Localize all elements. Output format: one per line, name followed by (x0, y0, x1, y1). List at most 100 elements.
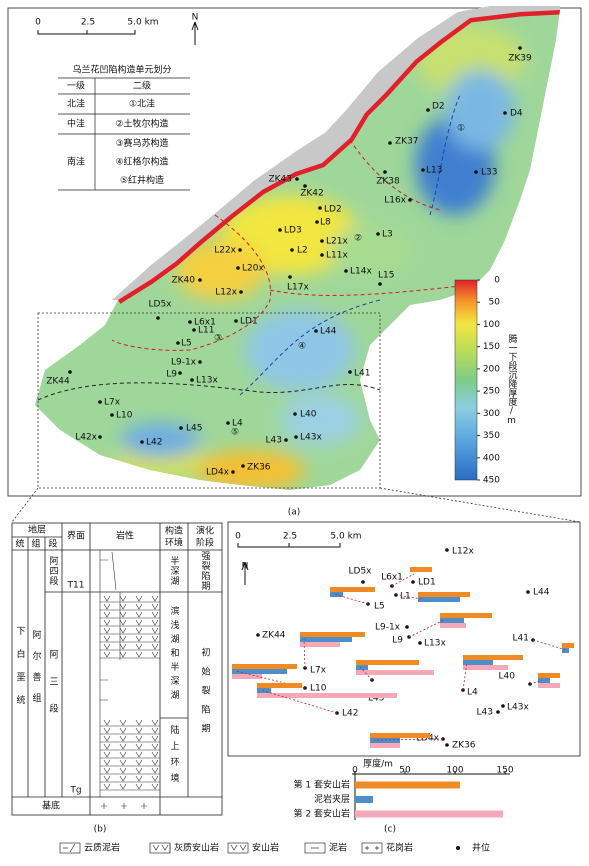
thickness-bar (440, 613, 492, 618)
well-label: L2 (297, 246, 308, 256)
scale-label: 0 (235, 532, 241, 542)
well (376, 232, 380, 236)
well-label: ZK44 (46, 377, 70, 387)
header: 岩性 (116, 530, 134, 542)
well-label: L9 (392, 636, 403, 646)
pattern (103, 743, 111, 750)
well-label: L40 (499, 672, 516, 682)
pattern (135, 651, 143, 658)
pattern (103, 759, 111, 766)
well-label: L8 (320, 218, 331, 228)
pattern (101, 803, 107, 809)
well-label: L17x (287, 283, 309, 293)
header: 地层 (28, 524, 46, 536)
arrow (359, 666, 373, 681)
table-cell: 南洼 (67, 156, 85, 168)
thickness-bar (257, 683, 302, 688)
well (496, 710, 500, 714)
legend-swatch (456, 846, 460, 850)
well (198, 278, 202, 282)
inset-link (11, 487, 581, 523)
pattern (103, 783, 111, 790)
well (503, 111, 507, 115)
well-label: L7x (310, 666, 327, 676)
pattern (119, 727, 127, 734)
well (474, 170, 478, 174)
well (192, 328, 196, 332)
well (241, 464, 245, 468)
legend-label: 灰质安山岩 (174, 842, 219, 854)
well (98, 400, 102, 404)
thickness-bar (370, 733, 430, 738)
pattern (103, 603, 111, 610)
thickness-bar (330, 587, 375, 592)
thickness-bar (300, 632, 365, 637)
well (344, 269, 348, 273)
header: 演化 (196, 525, 214, 537)
pattern (103, 643, 111, 650)
zone-label: ⑤ (231, 428, 239, 438)
pattern (119, 783, 127, 790)
well-label: ZK44 (262, 631, 286, 641)
well (290, 248, 294, 252)
well-label: L10 (310, 684, 327, 694)
legend-swatch (304, 842, 326, 854)
thickness-bar (410, 567, 432, 572)
pattern (119, 775, 127, 782)
pattern (100, 679, 108, 701)
well-label: L12x (452, 547, 474, 557)
legend-swatch (149, 842, 171, 854)
well-label: ZK40 (171, 276, 195, 286)
table-cell: ②土牧尔构造 (115, 118, 168, 130)
well-label: L45 (186, 424, 202, 434)
well (421, 168, 425, 172)
thickness-bar (370, 743, 400, 748)
arrow (408, 619, 445, 638)
well-label: LD5x (349, 567, 373, 577)
pattern (151, 643, 159, 650)
well (445, 743, 449, 747)
stage: 强裂陷期 (200, 551, 211, 591)
surface: Tg (69, 786, 81, 796)
well-label: L4 (232, 419, 243, 429)
well-label: LD3 (284, 226, 302, 236)
thickness-bar (562, 648, 569, 653)
x-tick-label: 0 (352, 766, 358, 776)
table-cell: ③赛乌苏构造 (115, 137, 168, 149)
table-header: 一级 (67, 80, 85, 92)
bar (355, 796, 373, 803)
header: 界面 (67, 531, 85, 542)
thickness-bar (538, 683, 560, 688)
pattern (119, 751, 127, 758)
pattern (151, 767, 159, 774)
well (501, 704, 505, 708)
pattern (151, 783, 159, 790)
legend-label: 云质泥岩 (84, 842, 120, 854)
scale-label: 2.5 (283, 532, 297, 542)
pattern (119, 611, 127, 618)
colorbar-tick-label: 350 (483, 431, 500, 441)
pattern (151, 719, 159, 726)
arrow (260, 689, 338, 714)
pattern (135, 727, 143, 734)
member: 阿三段 (48, 649, 59, 730)
legend-glyph (152, 843, 171, 853)
well-label: ZK39 (508, 54, 532, 64)
table-cell: 中洼 (67, 118, 85, 130)
legend-glyph (63, 843, 76, 853)
pattern (119, 651, 127, 658)
series: 下白垩统 (15, 626, 26, 718)
well (256, 633, 260, 637)
well-label: LD1 (240, 317, 258, 327)
table-cell: ④红格尔构造 (115, 156, 168, 168)
legend-swatch (361, 842, 383, 854)
thickness-bar (232, 664, 297, 669)
legend-swatch (59, 842, 81, 854)
well (178, 371, 182, 375)
pattern (135, 759, 143, 766)
well-label: LD4x (206, 468, 230, 478)
well (179, 426, 183, 430)
caption: (a) (288, 508, 301, 518)
well-label: L41 (354, 369, 370, 379)
bar (355, 810, 503, 818)
